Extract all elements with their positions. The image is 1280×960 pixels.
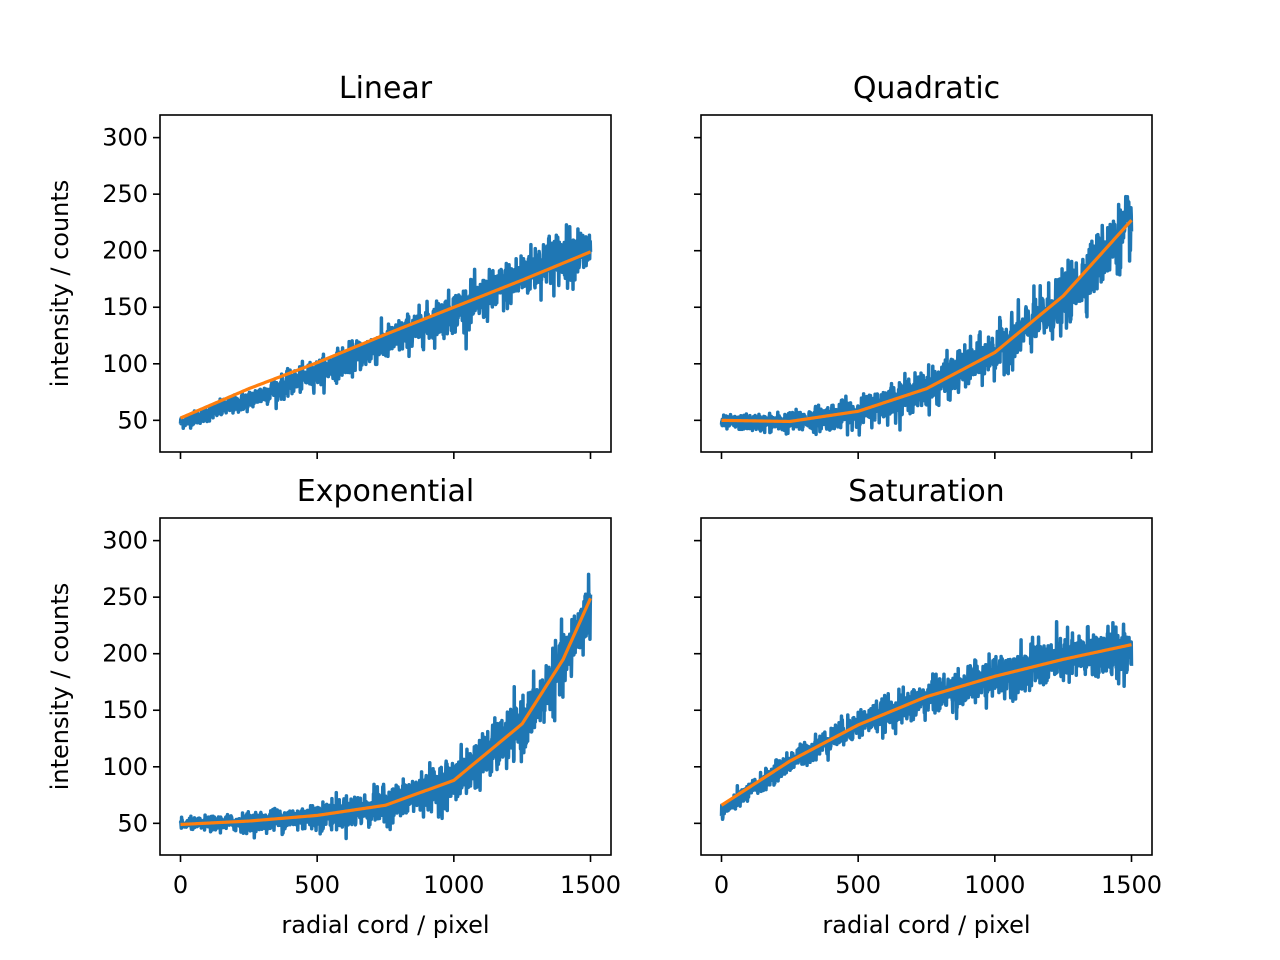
subplot-grid: 50 100 150 200 250 300 Linear intensity / count… xyxy=(46,71,1162,939)
subplot-2: 0 500 1000 1500 50 100 150 200 250 300 Exponential… xyxy=(46,474,621,939)
data-series-line xyxy=(178,223,593,430)
y-tick-label: 150 xyxy=(102,696,148,724)
subplot-3: 0 500 1000 1500 Saturation radial cord / pixe… xyxy=(694,474,1162,939)
x-axis-label: radial cord / pixel xyxy=(822,911,1030,939)
axes-frame xyxy=(700,114,1153,453)
x-tick-label: 0 xyxy=(173,871,188,899)
subplot-1: Quadratic xyxy=(694,71,1153,459)
y-tick-label: 300 xyxy=(102,124,148,152)
data-series-line xyxy=(719,620,1134,822)
axes-frame xyxy=(159,517,612,856)
y-tick-label: 100 xyxy=(102,350,148,378)
y-axis-label: intensity / counts xyxy=(46,180,74,388)
y-tick-label: 250 xyxy=(102,583,148,611)
y-tick-label: 300 xyxy=(102,527,148,555)
x-tick-label: 500 xyxy=(835,871,881,899)
data-series-line xyxy=(178,572,593,841)
axes-frame xyxy=(159,114,612,453)
fit-series-line xyxy=(180,597,592,827)
y-tick-label: 50 xyxy=(117,406,148,434)
y-tick-label: 250 xyxy=(102,180,148,208)
y-tick-label: 200 xyxy=(102,640,148,668)
subplot-title: Saturation xyxy=(848,474,1004,509)
fit-series-line xyxy=(179,250,592,420)
fit-series-line xyxy=(721,219,1133,424)
y-tick-label: 100 xyxy=(102,753,148,781)
data-series-line xyxy=(719,194,1134,437)
axes-frame xyxy=(700,517,1153,856)
y-tick-label: 200 xyxy=(102,237,148,265)
fit-series-line xyxy=(720,643,1132,807)
y-tick-label: 150 xyxy=(102,293,148,321)
subplot-title: Quadratic xyxy=(853,71,1000,106)
x-axis-label: radial cord / pixel xyxy=(281,911,489,939)
x-tick-label: 500 xyxy=(294,871,340,899)
y-tick-label: 50 xyxy=(117,809,148,837)
subplot-title: Exponential xyxy=(297,474,474,509)
subplot-title: Linear xyxy=(339,71,433,106)
x-tick-label: 1000 xyxy=(964,871,1025,899)
x-tick-label: 0 xyxy=(714,871,729,899)
x-tick-label: 1500 xyxy=(1101,871,1162,899)
y-axis-label: intensity / counts xyxy=(46,583,74,791)
subplot-0: 50 100 150 200 250 300 Linear intensity / count… xyxy=(46,71,612,459)
x-tick-label: 1000 xyxy=(423,871,484,899)
x-tick-label: 1500 xyxy=(560,871,621,899)
